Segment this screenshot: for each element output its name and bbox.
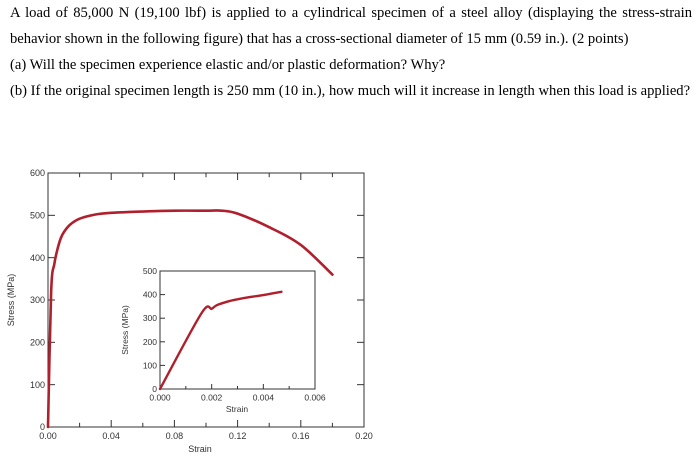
- main-x-tick-label: 0.08: [166, 431, 184, 441]
- main-x-tick-label: 0.00: [39, 431, 57, 441]
- main-y-tick-label: 0: [40, 422, 45, 432]
- question-text: A load of 85,000 N (19,100 lbf) is appli…: [10, 0, 692, 104]
- question-part-a: (a) Will the specimen experience elastic…: [10, 57, 446, 73]
- main-stress-strain-curve: [46, 209, 334, 429]
- main-y-tick-label: 400: [30, 253, 45, 263]
- main-x-axis-label: Strain: [188, 444, 212, 454]
- inset-y-tick-label: 200: [143, 337, 157, 347]
- inset-y-tick-label: 500: [143, 266, 157, 276]
- inset-stress-strain-curve: [158, 290, 283, 391]
- inset-x-tick-label: 0.002: [201, 393, 223, 403]
- inset-x-axis-label: Strain: [226, 404, 248, 414]
- inset-x-tick-label: 0.000: [149, 393, 171, 403]
- question-intro: A load of 85,000 N (19,100 lbf) is appli…: [10, 5, 692, 47]
- inset-y-tick-label: 400: [143, 290, 157, 300]
- main-x-tick-label: 0.16: [292, 431, 310, 441]
- main-y-tick-label: 200: [30, 337, 45, 347]
- inset-y-tick-label: 0: [152, 384, 157, 394]
- main-x-tick-label: 0.12: [229, 431, 247, 441]
- main-y-axis-label: Stress (MPa): [6, 274, 16, 327]
- main-y-tick-label: 600: [30, 168, 45, 178]
- main-y-tick-label: 300: [30, 295, 45, 305]
- main-x-tick-label: 0.20: [355, 431, 373, 441]
- inset-chart: 0.000 0.002 0.004 0.006 0 100 200 300 400 500 Stra…: [120, 266, 326, 414]
- main-y-tick-label: 100: [30, 380, 45, 390]
- question-part-b: (b) If the original specimen length is 2…: [10, 83, 691, 99]
- inset-y-tick-label: 100: [143, 360, 157, 370]
- inset-y-tick-label: 300: [143, 313, 157, 323]
- inset-x-tick-label: 0.006: [304, 393, 326, 403]
- inset-plot-frame: [159, 270, 316, 390]
- main-x-tick-label: 0.04: [102, 431, 120, 441]
- inset-x-tick-label: 0.004: [253, 393, 275, 403]
- inset-y-axis-label: Stress (MPa): [120, 305, 130, 355]
- main-y-tick-label: 500: [30, 210, 45, 220]
